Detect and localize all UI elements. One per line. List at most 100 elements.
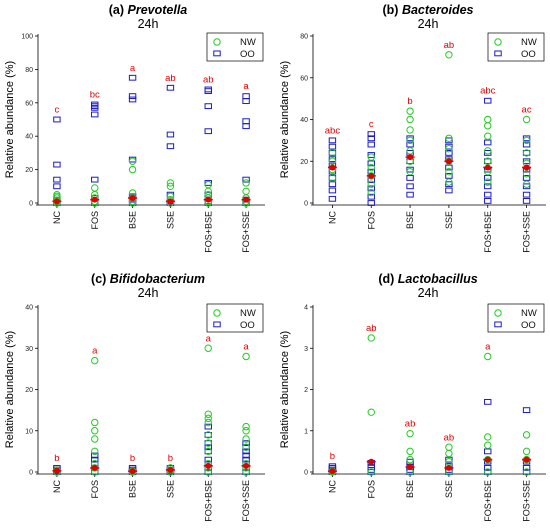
nw-point — [445, 443, 453, 451]
oo-point — [91, 176, 99, 183]
oo-point — [445, 181, 453, 188]
nw-point — [406, 126, 414, 134]
significance-letter: a — [485, 342, 491, 353]
x-tick-label: NC — [327, 211, 337, 224]
significance-letter: b — [168, 453, 173, 464]
nw-point — [328, 149, 337, 157]
nw-point — [367, 188, 375, 197]
oo-point — [406, 166, 414, 173]
nw-point — [242, 179, 250, 187]
nw-point — [484, 115, 492, 124]
oo-point — [328, 156, 337, 163]
oo-point — [484, 97, 492, 104]
y-tick-label: 0 — [304, 201, 308, 208]
nw-point — [367, 408, 375, 416]
oo-point — [242, 118, 250, 125]
y-tick-label: 30 — [25, 346, 33, 353]
oo-point — [367, 152, 375, 158]
oo-point — [91, 101, 99, 108]
nw-point — [522, 170, 531, 178]
y-axis-label: Relative abundance (%) — [279, 61, 291, 178]
panel-subtitle: 24h — [138, 286, 159, 300]
oo-point — [242, 452, 250, 459]
oo-point — [367, 185, 375, 192]
oo-point — [445, 143, 453, 150]
oo-point — [367, 131, 375, 138]
y-tick-label: 0 — [304, 470, 308, 477]
significance-letter: a — [206, 333, 212, 344]
oo-point — [91, 456, 99, 463]
panel-taxon: Bifidobacterium — [110, 272, 205, 286]
oo-point — [445, 164, 453, 171]
oo-point — [204, 423, 212, 430]
nw-point — [204, 431, 212, 439]
y-tick-label: 2 — [304, 387, 308, 394]
oo-point — [367, 160, 375, 167]
nw-point — [522, 115, 531, 124]
panel-letter: (b) — [382, 3, 398, 17]
oo-point — [445, 187, 453, 194]
panel-title: (b) Bacteroides — [382, 3, 473, 17]
oo-point — [406, 141, 414, 148]
nw-point — [484, 132, 492, 140]
oo-point — [242, 448, 250, 455]
significance-letter: b — [330, 451, 335, 462]
significance-letter: ab — [444, 432, 455, 443]
x-tick-label: SSE — [165, 211, 175, 229]
significance-letter: ac — [522, 105, 532, 116]
nw-point — [166, 182, 175, 191]
legend-oo-symbol — [213, 50, 221, 57]
significance-letter: b — [407, 96, 412, 107]
oo-point — [522, 464, 531, 471]
nw-point — [367, 163, 375, 172]
nw-point — [406, 447, 414, 456]
legend-box — [206, 32, 264, 62]
oo-point — [242, 456, 250, 463]
nw-point — [91, 447, 99, 456]
x-tick-label: FOS+BSE — [203, 480, 213, 522]
oo-point — [128, 74, 137, 81]
y-tick-label: 40 — [25, 134, 33, 141]
x-tick-label: NC — [52, 211, 62, 224]
legend-box — [487, 303, 545, 333]
y-tick-label: 3 — [304, 346, 308, 353]
nw-point — [91, 418, 99, 427]
oo-point — [91, 111, 99, 118]
oo-point — [484, 183, 492, 190]
oo-point — [522, 135, 531, 142]
oo-point — [91, 452, 99, 459]
oo-point — [328, 187, 337, 194]
x-tick-label: BSE — [128, 480, 138, 498]
legend-nw-label: NW — [521, 37, 537, 48]
oo-point — [484, 398, 492, 405]
legend-nw-symbol — [494, 309, 502, 317]
nw-point — [484, 468, 492, 476]
x-tick-label: FOS+SSE — [241, 211, 251, 253]
oo-point — [204, 88, 212, 95]
nw-point — [484, 122, 492, 130]
nw-point — [204, 439, 212, 447]
nw-point — [406, 115, 414, 124]
nw-point — [406, 429, 414, 438]
panel-letter: (a) — [109, 3, 124, 17]
x-tick-label: FOS+SSE — [522, 480, 532, 522]
y-tick-label: 20 — [25, 387, 33, 394]
nw-point — [484, 178, 492, 186]
nw-point — [445, 51, 453, 59]
oo-point — [484, 198, 492, 204]
nw-point — [445, 178, 453, 186]
oo-point — [242, 440, 250, 447]
legend-box — [206, 303, 264, 333]
oo-point — [204, 456, 212, 463]
oo-point — [128, 93, 137, 100]
nw-point — [204, 414, 212, 423]
nw-point — [445, 167, 453, 176]
significance-letter: ab — [405, 419, 416, 430]
nw-point — [406, 136, 414, 145]
x-tick-label: FOS+BSE — [483, 211, 493, 253]
oo-point — [445, 456, 453, 463]
nw-point — [484, 352, 492, 361]
